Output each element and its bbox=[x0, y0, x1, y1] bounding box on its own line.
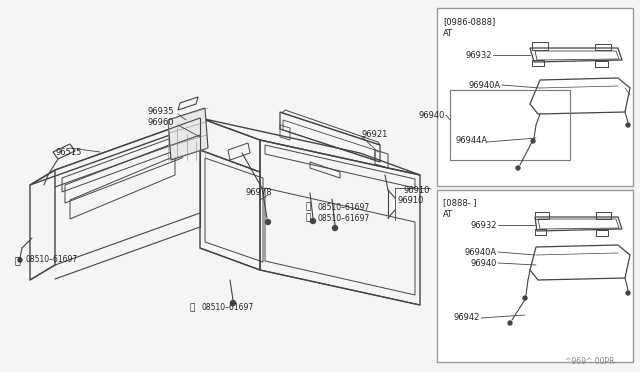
Text: 96940A: 96940A bbox=[469, 80, 501, 90]
Text: Ⓢ: Ⓢ bbox=[15, 255, 21, 265]
Circle shape bbox=[230, 301, 236, 305]
Text: 96910: 96910 bbox=[404, 186, 430, 195]
Text: 08510–61697: 08510–61697 bbox=[26, 256, 78, 264]
Circle shape bbox=[626, 291, 630, 295]
FancyBboxPatch shape bbox=[432, 5, 632, 367]
Circle shape bbox=[523, 296, 527, 300]
Text: 96978: 96978 bbox=[245, 187, 271, 196]
Text: 96940A: 96940A bbox=[465, 247, 497, 257]
Text: 96910: 96910 bbox=[397, 196, 424, 205]
Text: 08510–61697: 08510–61697 bbox=[201, 304, 253, 312]
Text: 96921: 96921 bbox=[362, 129, 388, 138]
Text: 96942: 96942 bbox=[454, 314, 480, 323]
Circle shape bbox=[333, 225, 337, 231]
Circle shape bbox=[266, 219, 271, 224]
Circle shape bbox=[310, 218, 316, 224]
Text: 08510–61697: 08510–61697 bbox=[317, 214, 369, 222]
Text: 96960: 96960 bbox=[148, 118, 175, 126]
Text: Ⓢ: Ⓢ bbox=[306, 202, 312, 212]
Text: 08510–61697: 08510–61697 bbox=[317, 202, 369, 212]
Circle shape bbox=[508, 321, 512, 325]
Text: [0986-0888]: [0986-0888] bbox=[443, 17, 495, 26]
Text: [0888- ]: [0888- ] bbox=[443, 199, 477, 208]
Polygon shape bbox=[168, 108, 208, 160]
Text: Ⓢ: Ⓢ bbox=[190, 304, 195, 312]
Text: 96944A: 96944A bbox=[455, 135, 487, 144]
Circle shape bbox=[626, 123, 630, 127]
Text: 96932: 96932 bbox=[470, 221, 497, 230]
Text: 96932: 96932 bbox=[465, 51, 492, 60]
FancyBboxPatch shape bbox=[437, 190, 633, 362]
Text: 96515: 96515 bbox=[55, 148, 81, 157]
Text: ^969^ 00PR: ^969^ 00PR bbox=[565, 357, 614, 366]
FancyBboxPatch shape bbox=[437, 8, 633, 186]
Text: 96935: 96935 bbox=[148, 106, 175, 115]
Text: AT: AT bbox=[443, 209, 453, 218]
Text: Ⓢ: Ⓢ bbox=[306, 214, 312, 222]
Text: 96940: 96940 bbox=[470, 259, 497, 267]
Circle shape bbox=[516, 166, 520, 170]
Circle shape bbox=[18, 258, 22, 262]
Text: 96940: 96940 bbox=[419, 110, 445, 119]
Text: AT: AT bbox=[443, 29, 453, 38]
Circle shape bbox=[531, 139, 535, 143]
